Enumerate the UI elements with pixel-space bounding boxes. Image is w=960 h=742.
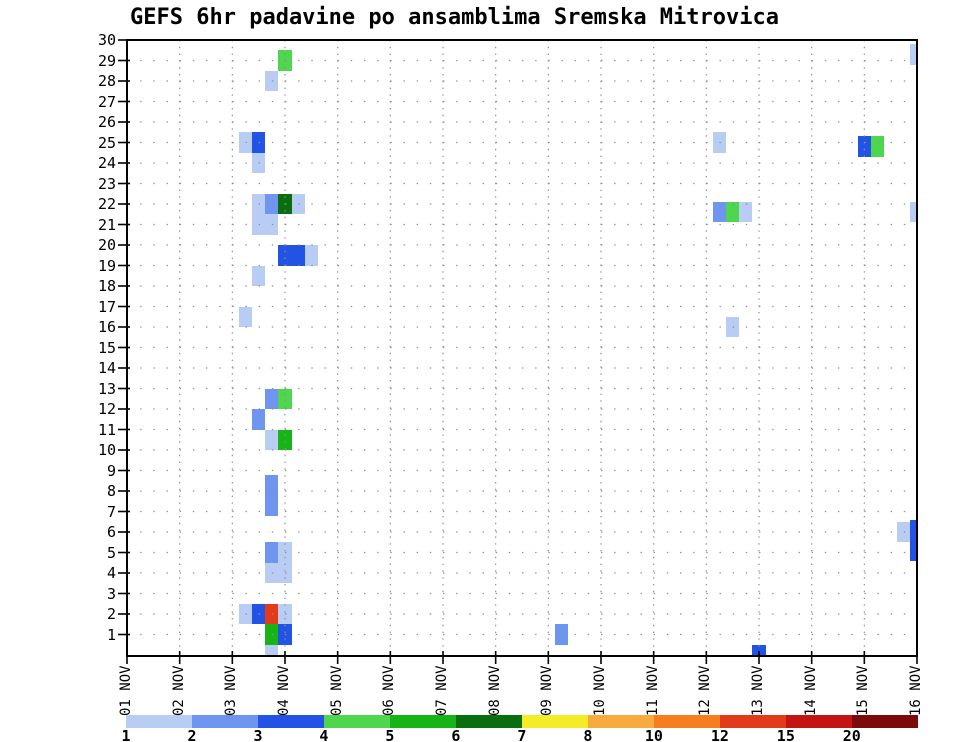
colorbar-segment [587,715,654,728]
colorbar-segment [455,715,522,728]
y-tick-label: 21 [97,215,116,234]
y-tick-label: 13 [97,379,116,398]
heatmap-cell [739,201,753,223]
x-tick-label: 16 NOV [908,665,924,716]
y-tick-label: 5 [106,543,116,562]
colorbar-segment [653,715,720,728]
colorbar-label: 1 [121,727,131,742]
colorbar-label: 3 [253,727,263,742]
heatmap-cell [304,245,318,266]
colorbar-label: 7 [517,727,527,742]
y-tick-label: 6 [106,523,116,541]
x-tick-label: 13 NOV [750,665,766,716]
colorbar-segment [851,715,918,728]
x-tick-label: 10 NOV [592,665,608,716]
y-tick-label: 9 [106,461,116,480]
x-tick-label: 09 NOV [539,665,556,716]
y-tick-label: 30 [97,31,116,49]
y-tick-label: 17 [97,297,116,316]
y-tick-label: 7 [106,502,116,521]
y-tick-label: 1 [106,625,116,644]
x-tick-label: 02 NOV [170,665,187,716]
y-tick-label: 16 [97,318,116,336]
y-tick-label: 20 [97,236,116,254]
x-tick-label: 14 NOV [802,665,819,716]
y-tick-label: 14 [97,359,116,377]
heatmap-cell [712,201,727,223]
heatmap-cell [265,644,279,655]
y-tick-label: 4 [106,564,116,582]
heatmap-cell [252,265,266,286]
y-tick-label: 3 [106,584,116,603]
x-tick-label: 15 NOV [855,665,872,716]
colorbar-segment [191,715,258,728]
colorbar-label: 6 [451,727,461,742]
y-tick-label: 25 [97,133,116,152]
heatmap-cell [252,409,266,430]
colorbar-segment [389,715,456,728]
heatmap-cell [291,245,305,266]
x-tick-label: 05 NOV [328,665,345,716]
colorbar-label: 20 [842,727,861,742]
colorbar-segment [785,715,852,728]
y-tick-label: 15 [97,338,116,357]
heatmap-cell [910,201,917,223]
y-tick-label: 8 [106,482,116,500]
colorbar-segment [323,715,390,728]
colorbar-label: 10 [644,727,663,742]
x-tick-label: 08 NOV [486,665,503,716]
colorbar-segment [126,715,192,728]
colorbar-segment [719,715,786,728]
x-tick-label: 11 NOV [644,665,661,716]
y-tick-label: 2 [106,605,116,623]
y-tick-label: 18 [97,277,116,295]
x-tick-label: 07 NOV [434,665,450,716]
y-tick-label: 24 [97,154,116,172]
colorbar-label: 5 [385,727,395,742]
y-tick-label: 27 [97,92,116,111]
x-tick-label: 06 NOV [381,665,398,716]
colorbar-label: 8 [583,727,593,742]
chart-title: GEFS 6hr padavine po ansamblima Sremska … [130,5,780,30]
plot-border [126,39,918,657]
y-tick-label: 19 [97,256,116,275]
x-tick-label: 04 NOV [276,665,292,716]
heatmap-cell [910,519,917,561]
colorbar-label: 4 [319,727,329,742]
y-tick-label: 28 [97,72,116,90]
heatmap-cell [870,136,885,157]
colorbar-segment [521,715,588,728]
heatmap-cell [265,429,279,450]
y-tick-label: 26 [97,113,116,131]
heatmap-cell [726,201,740,223]
heatmap-cell [265,474,279,516]
y-tick-label: 29 [97,51,116,70]
y-tick-label: 10 [97,441,116,459]
x-tick-label: 03 NOV [223,665,240,716]
colorbar-label: 15 [776,727,795,742]
x-tick-label: 12 NOV [697,665,714,716]
colorbar-label: 2 [187,727,197,742]
colorbar-segment [257,715,324,728]
heatmap-cell [265,388,279,409]
y-tick-label: 23 [97,174,116,193]
y-tick-label: 22 [97,195,116,213]
heatmap-cell [238,306,253,327]
heatmap-cell [910,44,917,65]
y-tick-label: 11 [97,420,116,439]
x-tick-label: 01 NOV [118,665,134,716]
colorbar-label: 12 [710,727,729,742]
y-tick-label: 12 [97,400,116,418]
